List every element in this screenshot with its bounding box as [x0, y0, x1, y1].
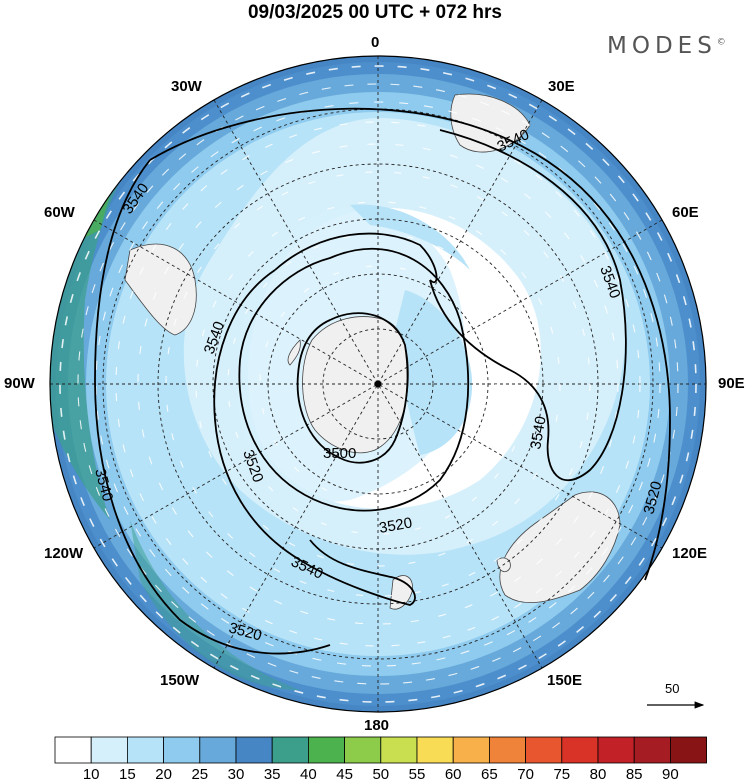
lon-label-60w: 60W [44, 204, 75, 221]
lon-label-120e: 120E [672, 545, 708, 562]
colorbar-swatch [127, 736, 165, 764]
colorbar-tick-label: 80 [590, 766, 607, 782]
lon-label-180: 180 [364, 717, 390, 734]
lon-label-60e: 60E [672, 204, 699, 221]
colorbar-tick-label: 65 [481, 766, 498, 782]
colorbar-tick-label: 75 [553, 766, 570, 782]
landmasses [124, 93, 621, 610]
lon-label-30w: 30W [171, 78, 202, 95]
colorbar-tick-label: 15 [119, 766, 136, 782]
contour-label: 3500 [323, 445, 356, 462]
colorbar-swatch [633, 736, 671, 764]
colorbar-tick-label: 55 [409, 766, 426, 782]
colorbar-tick-label: 35 [264, 766, 281, 782]
contour-label: 3520 [378, 514, 414, 537]
wind-vectors [59, 65, 697, 703]
map-title: 09/03/2025 00 UTC + 072 hrs [247, 2, 503, 23]
colorbar-tick-label: 45 [336, 766, 353, 782]
lon-label-120w: 120W [44, 545, 84, 562]
lon-label-0: 0 [371, 34, 380, 51]
colorbar-tick-label: 20 [155, 766, 172, 782]
lon-label-150e: 150E [547, 672, 583, 689]
lon-label-150w: 150W [160, 672, 200, 689]
contour-3540-west [94, 159, 331, 655]
contour-3520 [238, 247, 470, 512]
colorbar-swatch [271, 736, 309, 764]
height-contours [94, 107, 671, 655]
contour-3540-loop [213, 269, 416, 606]
colorbar-swatch [488, 736, 526, 764]
colorbar-boxes [54, 736, 708, 764]
colorbar-swatch [199, 736, 237, 764]
colorbar-tick-label: 90 [662, 766, 679, 782]
colorbar-tick-label: 25 [191, 766, 208, 782]
colorbar-swatch [525, 736, 563, 764]
graticule [50, 56, 706, 712]
colorbar-swatch [452, 736, 490, 764]
contour-3540-east [429, 129, 627, 482]
contour-label: 3540 [527, 415, 550, 451]
wind-reference-label: 50 [665, 681, 680, 696]
colorbar-swatch [54, 736, 92, 764]
colorbar-tick-labels: 10 15 20 25 30 35 40 45 50 55 60 65 70 75 80 85 90 [83, 766, 679, 782]
south-america [124, 243, 197, 336]
colorbar-tick-label: 40 [300, 766, 317, 782]
lon-label-90e: 90E [718, 375, 745, 392]
copyright-mark: © [716, 37, 726, 48]
colorbar-swatch [344, 736, 382, 764]
colorbar-swatch [561, 736, 599, 764]
colorbar-swatch [670, 736, 708, 764]
lon-label-90w: 90W [4, 375, 35, 392]
south-pole-marker [374, 380, 382, 388]
colorbar-tick-label: 70 [517, 766, 534, 782]
colorbar-tick-label: 30 [228, 766, 245, 782]
colorbar-tick-label: 85 [626, 766, 643, 782]
lon-label-30e: 30E [548, 78, 575, 95]
southern-africa [450, 93, 531, 153]
colorbar-swatch [163, 736, 201, 764]
colorbar-swatch [380, 736, 418, 764]
colorbar-swatch [416, 736, 454, 764]
logo-text: MODES [607, 33, 717, 59]
colorbar-swatch [235, 736, 273, 764]
antarctic-peninsula [287, 339, 301, 366]
contour-3540-outer [149, 107, 671, 581]
colorbar-tick-label: 10 [83, 766, 100, 782]
modes-logo: MODES© [607, 33, 726, 59]
antarctica [302, 316, 409, 454]
map-boundary [49, 55, 707, 713]
colorbar-swatch [597, 736, 635, 764]
contour-3500 [296, 312, 409, 464]
colorbar-swatch [90, 736, 128, 764]
colorbar-tick-label: 60 [445, 766, 462, 782]
colorbar-tick-label: 50 [372, 766, 389, 782]
colorbar-swatch [307, 736, 345, 764]
